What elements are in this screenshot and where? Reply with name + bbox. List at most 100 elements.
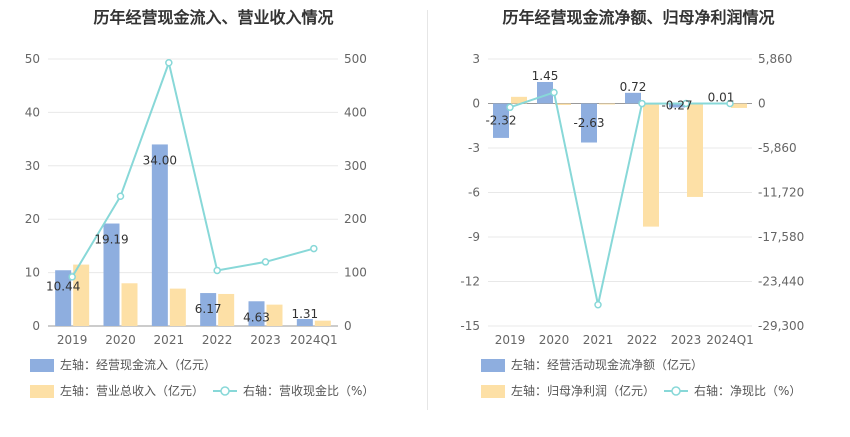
bar-secondary bbox=[314, 320, 331, 326]
left-axis-tick-label: -6 bbox=[468, 186, 480, 200]
left-axis-tick-label: 30 bbox=[25, 159, 40, 173]
ratio-line-point bbox=[165, 58, 173, 67]
left-axis-tick-label: 10 bbox=[25, 266, 40, 280]
bar-data-label: 19.19 bbox=[94, 233, 128, 247]
legend-swatch bbox=[30, 385, 54, 398]
ratio-line-point bbox=[116, 192, 125, 200]
ratio-line-point bbox=[506, 103, 514, 112]
ratio-line-point bbox=[638, 99, 646, 108]
left-axis-tick-label: -15 bbox=[460, 319, 480, 333]
panel-divider bbox=[427, 10, 428, 410]
ratio-line-point bbox=[682, 99, 690, 108]
bar-secondary bbox=[687, 103, 703, 197]
legend-label: 右轴：营收现金比（%） bbox=[243, 383, 374, 398]
bar-primary bbox=[581, 103, 597, 143]
bar-secondary bbox=[73, 264, 90, 326]
x-axis-category-label: 2022 bbox=[627, 333, 658, 347]
ratio-line bbox=[509, 91, 731, 305]
x-axis-category-label: 2019 bbox=[57, 333, 88, 347]
right-axis-tick-label: -11,720 bbox=[758, 186, 804, 200]
bar-data-label: 0.01 bbox=[708, 90, 735, 104]
bar-primary bbox=[625, 92, 641, 104]
bar-primary bbox=[200, 293, 217, 326]
right-axis-tick-label: -29,300 bbox=[758, 319, 804, 333]
left-axis-tick-label: -9 bbox=[468, 230, 480, 244]
ratio-line-point bbox=[310, 244, 318, 253]
ratio-line bbox=[71, 59, 315, 278]
right-axis-tick-label: 0 bbox=[344, 319, 352, 333]
bar-data-label: -2.63 bbox=[573, 116, 604, 130]
bar-secondary bbox=[599, 103, 615, 105]
left-axis-tick-label: 0 bbox=[32, 319, 40, 333]
bar-primary bbox=[493, 103, 509, 138]
left-axis-tick-label: 20 bbox=[25, 212, 40, 226]
x-axis-category-label: 2024Q1 bbox=[706, 333, 754, 347]
left-axis-tick-label: 0 bbox=[472, 97, 480, 111]
chart-title: 历年经营现金流净额、归母净利润情况 bbox=[502, 8, 775, 27]
right-axis-tick-label: -17,580 bbox=[758, 230, 804, 244]
bar-primary bbox=[296, 319, 313, 326]
bar-primary bbox=[248, 301, 265, 326]
right-axis-tick-label: 400 bbox=[344, 105, 367, 119]
ratio-line-point bbox=[68, 273, 76, 281]
x-axis-category-label: 2024Q1 bbox=[290, 333, 338, 347]
right-axis-tick-label: 5,860 bbox=[758, 52, 792, 66]
bar-secondary bbox=[266, 304, 283, 326]
bar-secondary bbox=[218, 293, 235, 326]
right-axis-tick-label: 200 bbox=[344, 212, 367, 226]
bar-data-label: 6.17 bbox=[195, 302, 222, 316]
x-axis-category-label: 2023 bbox=[250, 333, 281, 347]
bar-data-label: -2.32 bbox=[485, 114, 516, 128]
ratio-line-point bbox=[594, 300, 602, 309]
bar-data-label: 1.31 bbox=[291, 307, 318, 321]
x-axis-category-label: 2019 bbox=[495, 333, 526, 347]
bar-data-label: 34.00 bbox=[143, 153, 177, 167]
legend-label: 左轴：经营现金流入（亿元） bbox=[60, 357, 216, 372]
bar-primary bbox=[103, 223, 120, 326]
legend-swatch bbox=[481, 359, 505, 372]
ratio-line-point bbox=[726, 99, 734, 108]
bar-secondary bbox=[643, 103, 659, 227]
right-axis-tick-label: 500 bbox=[344, 52, 367, 66]
legend-label: 左轴：经营活动现金流净额（亿元） bbox=[511, 357, 703, 372]
x-axis-category-label: 2023 bbox=[671, 333, 702, 347]
right-axis-tick-label: 100 bbox=[344, 266, 367, 280]
bar-data-label: 10.44 bbox=[46, 279, 80, 293]
bar-primary bbox=[537, 81, 553, 104]
x-axis-category-label: 2021 bbox=[583, 333, 614, 347]
legend-marker bbox=[671, 386, 681, 396]
right-axis-tick-label: 300 bbox=[344, 159, 367, 173]
legend-label: 左轴：归母净利润（亿元） bbox=[511, 383, 655, 398]
left-axis-tick-label: 40 bbox=[25, 105, 40, 119]
x-axis-category-label: 2020 bbox=[539, 333, 570, 347]
x-axis-category-label: 2021 bbox=[154, 333, 185, 347]
x-axis-category-label: 2022 bbox=[202, 333, 233, 347]
legend-marker bbox=[220, 386, 230, 396]
right-axis-tick-label: 0 bbox=[758, 97, 766, 111]
bar-secondary bbox=[511, 96, 527, 104]
chart-panel-net-cash-profit: 历年经营现金流净额、归母净利润情况 -15 -12 -9 -6 -3 0 3 -29,300-… bbox=[427, 0, 850, 437]
bar-data-label: 1.45 bbox=[532, 69, 559, 83]
bar-primary bbox=[669, 103, 685, 108]
ratio-line-point bbox=[550, 88, 558, 97]
bar-secondary bbox=[731, 103, 747, 108]
bar-secondary bbox=[121, 283, 138, 326]
left-axis-tick-label: -3 bbox=[468, 141, 480, 155]
bar-data-label: 0.72 bbox=[620, 80, 647, 94]
bar-data-label: -0.27 bbox=[661, 99, 692, 113]
bar-primary bbox=[151, 144, 168, 326]
bar-primary bbox=[55, 270, 72, 326]
legend-swatch bbox=[481, 385, 505, 398]
left-axis-tick-label: -12 bbox=[460, 275, 480, 289]
bar-secondary bbox=[169, 288, 186, 326]
bar-secondary bbox=[555, 103, 571, 105]
left-axis-tick-label: 50 bbox=[25, 52, 40, 66]
left-axis-tick-label: 3 bbox=[472, 52, 480, 66]
bar-data-label: 4.63 bbox=[243, 310, 270, 324]
right-axis-tick-label: -23,440 bbox=[758, 275, 804, 289]
chart-svg: -15 -12 -9 -6 -3 0 3 -29,300 -23,440 -17,580 -11,7… bbox=[460, 52, 804, 398]
ratio-line-point bbox=[261, 258, 270, 266]
legend-swatch bbox=[30, 359, 54, 372]
